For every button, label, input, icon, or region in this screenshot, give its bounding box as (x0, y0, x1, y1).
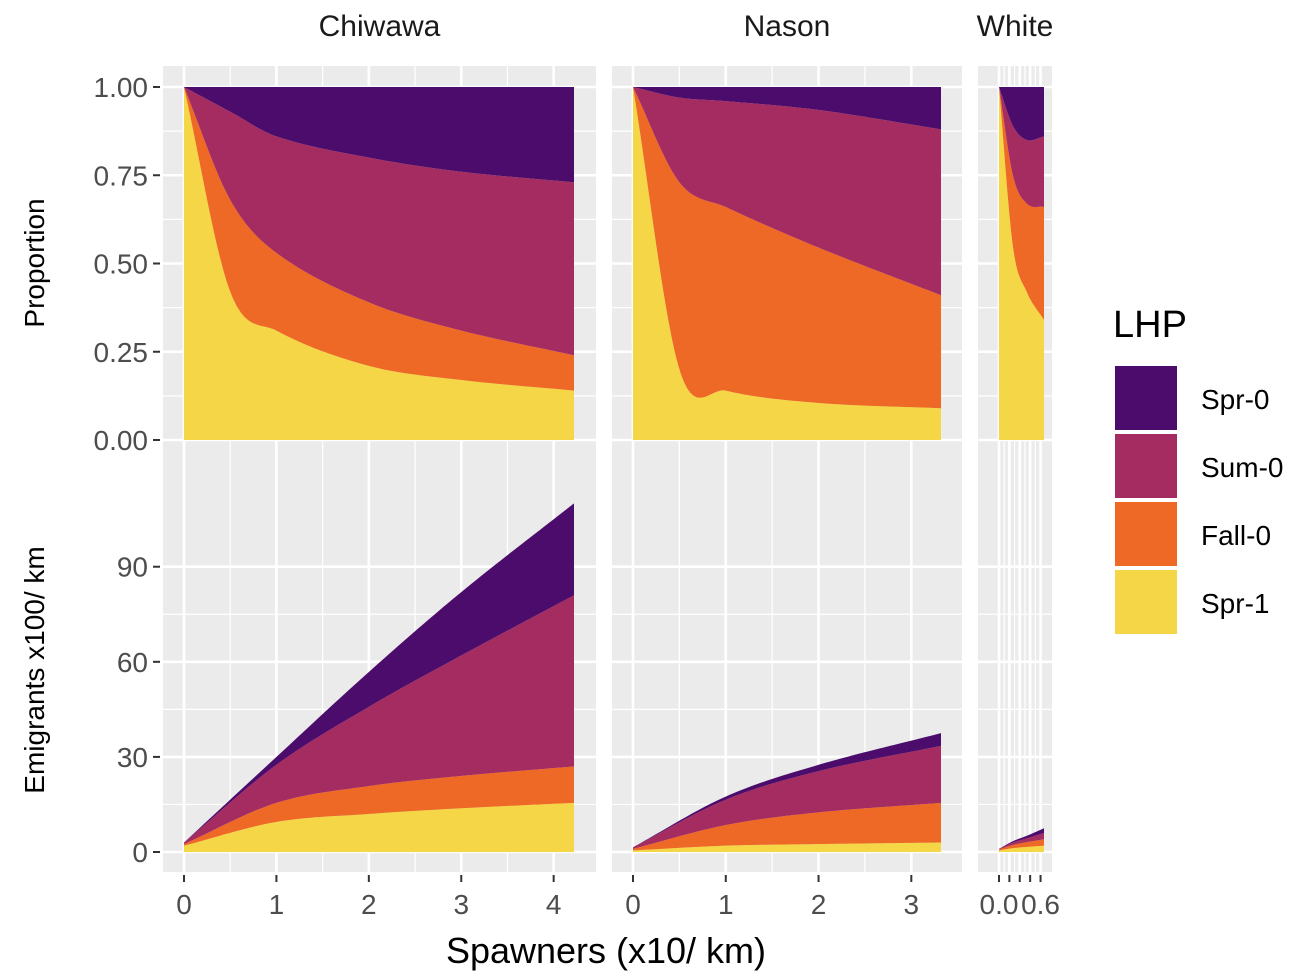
legend-label-fall-0: Fall-0 (1201, 520, 1271, 551)
area-spr-0 (184, 503, 574, 843)
y-tick-label: 0.25 (94, 337, 149, 368)
legend-label-spr-1: Spr-1 (1201, 588, 1269, 619)
area-spr-0 (633, 733, 941, 848)
y-tick-label: 0 (132, 837, 148, 868)
panel-nason-proportion (612, 66, 962, 459)
y-tick-label: 0.00 (94, 425, 149, 456)
area-spr-1 (184, 802, 574, 852)
facet-label-chiwawa: Chiwawa (319, 10, 441, 43)
x-tick-label: 0.0 (980, 889, 1019, 920)
area-spr-1 (184, 87, 574, 440)
area-sum-0 (633, 87, 941, 296)
legend-key-fall-0 (1113, 500, 1179, 568)
facet-label-nason: Nason (744, 10, 831, 43)
x-tick-label: 0 (625, 889, 641, 920)
x-tick-label: 1 (269, 889, 285, 920)
area-sum-0 (184, 595, 574, 845)
y-tick-label: 90 (117, 552, 148, 583)
area-fall-0 (184, 766, 574, 846)
y-tick-label: 1.00 (94, 72, 149, 103)
panel-chiwawa-proportion (163, 66, 596, 459)
legend-label-sum-0: Sum-0 (1201, 452, 1283, 483)
y-tick-label: 0.50 (94, 249, 149, 280)
x-tick-label: 3 (904, 889, 920, 920)
panel-nason-emigrants (612, 451, 962, 872)
area-fall-0 (999, 87, 1044, 320)
y-axis-title-emigrants: Emigrants x100/ km (19, 546, 50, 793)
panel-white-proportion (978, 66, 1052, 459)
y-tick-label: 0.75 (94, 160, 149, 191)
x-tick-label: 4 (546, 889, 562, 920)
x-tick-label: 3 (453, 889, 469, 920)
area-spr-1 (999, 87, 1044, 440)
x-tick-label: 1 (718, 889, 734, 920)
area-spr-0 (999, 828, 1044, 849)
area-fall-0 (633, 87, 941, 409)
area-spr-0 (184, 87, 574, 183)
area-sum-0 (184, 87, 574, 356)
area-sum-0 (999, 832, 1044, 850)
y-axis-title-proportion: Proportion (19, 198, 50, 327)
legend-key-spr-1 (1113, 568, 1179, 636)
x-tick-label: 0 (176, 889, 192, 920)
x-tick-label: 0.6 (1021, 889, 1060, 920)
y-tick-label: 30 (117, 742, 148, 773)
area-spr-1 (633, 842, 941, 852)
area-spr-1 (999, 845, 1044, 852)
y-tick-label: 60 (117, 647, 148, 678)
legend-label-spr-0: Spr-0 (1201, 384, 1269, 415)
area-fall-0 (633, 802, 941, 851)
area-fall-0 (184, 87, 574, 391)
area-spr-0 (999, 87, 1044, 141)
area-fall-0 (999, 839, 1044, 851)
legend-title: LHP (1113, 304, 1187, 346)
x-axis-title: Spawners (x10/ km) (446, 930, 766, 971)
panel-white-emigrants (978, 451, 1052, 872)
x-tick-label: 2 (811, 889, 827, 920)
legend-key-sum-0 (1113, 432, 1179, 500)
area-spr-0 (633, 87, 941, 130)
x-tick-label: 2 (361, 889, 377, 920)
panel-chiwawa-emigrants (163, 451, 596, 872)
area-spr-1 (633, 87, 941, 440)
facet-label-white: White (977, 10, 1054, 43)
area-sum-0 (999, 87, 1044, 208)
legend: LHP Spr-0 Sum-0 Fall-0 Spr-1 (1113, 304, 1283, 636)
legend-key-spr-0 (1113, 364, 1179, 432)
area-sum-0 (633, 745, 941, 849)
